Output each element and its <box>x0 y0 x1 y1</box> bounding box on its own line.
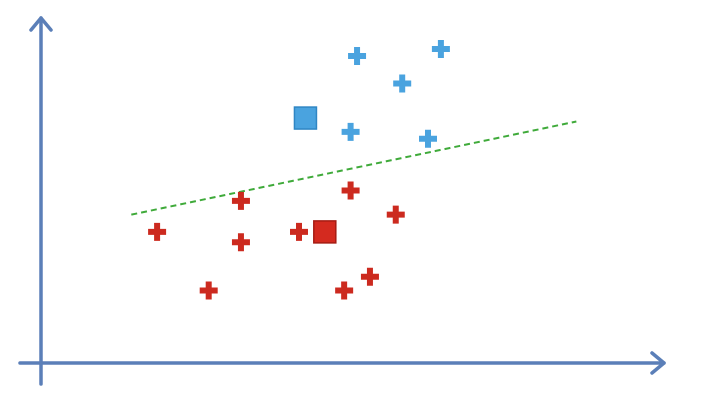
negative-point-plus-marker <box>360 267 379 286</box>
negative-point-plus-marker <box>335 281 354 300</box>
positive-centroid-square <box>293 106 318 130</box>
y-axis-arrow-icon <box>29 16 53 32</box>
positive-point-plus-marker <box>431 40 450 59</box>
positive-point-plus-marker <box>341 122 360 141</box>
x-axis <box>18 351 666 375</box>
negative-centroid-square <box>313 220 337 244</box>
negative-point-plus-marker <box>290 222 308 241</box>
decision-boundary <box>131 120 577 216</box>
y-axis <box>29 16 53 386</box>
positive-point-plus-marker <box>348 46 367 65</box>
negative-point-plus-marker <box>341 181 360 200</box>
x-axis-arrow-icon <box>650 351 666 375</box>
negative-point-plus-marker <box>231 233 250 252</box>
data-points <box>148 40 450 300</box>
positive-point-plus-marker <box>393 74 412 93</box>
decision-boundary-line <box>131 120 577 216</box>
centroids <box>293 106 337 244</box>
positive-point-plus-marker <box>419 129 437 148</box>
negative-point-plus-marker <box>148 222 167 241</box>
negative-point-plus-marker <box>231 191 250 210</box>
negative-point-plus-marker <box>386 205 405 224</box>
negative-point-plus-marker <box>199 281 218 300</box>
